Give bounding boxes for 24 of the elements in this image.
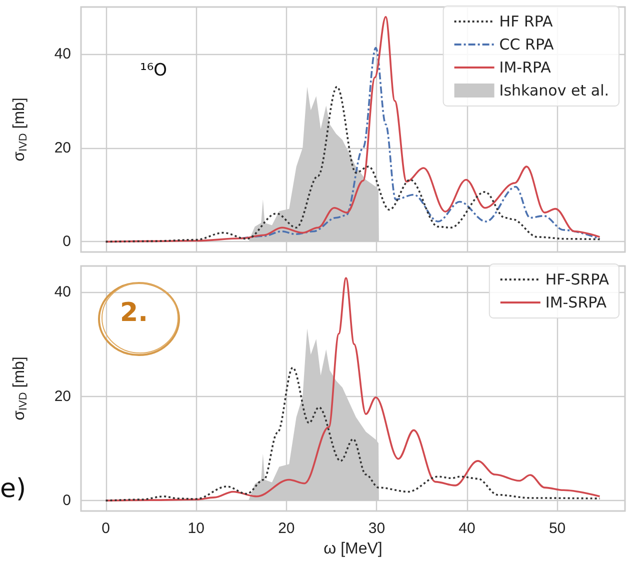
text: e) [0, 474, 26, 504]
y-tick-label: 0 [62, 492, 71, 510]
y-axis-title: σIVD [mb] [11, 356, 30, 420]
x-tick-label: 20 [278, 520, 295, 537]
legend-label: IM-RPA [499, 58, 552, 76]
y-tick-label: 40 [54, 45, 71, 62]
y-tick-label: 20 [54, 139, 71, 156]
legend-label: HF-SRPA [545, 270, 610, 288]
y-tick-label: 20 [54, 388, 71, 405]
y-tick-label: 0 [62, 233, 71, 250]
y-axis-title: σIVD [mb] [11, 98, 30, 162]
legend-label: Ishkanov et al. [499, 82, 610, 100]
x-tick-label: 50 [548, 520, 566, 537]
y-tick-label: 40 [54, 284, 71, 301]
x-tick-label: 40 [458, 520, 476, 537]
x-tick-label: 30 [368, 520, 386, 537]
legend-label: HF RPA [499, 12, 554, 30]
x-tick-label: 10 [188, 520, 204, 537]
x-axis-title: ω [MeV] [324, 540, 382, 558]
annotation: ¹⁶O [140, 60, 168, 80]
x-tick-label: 0 [102, 520, 110, 537]
legend-label: IM-SRPA [545, 294, 608, 312]
annotation: 2. [120, 298, 148, 328]
legend-label: CC RPA [499, 36, 555, 54]
